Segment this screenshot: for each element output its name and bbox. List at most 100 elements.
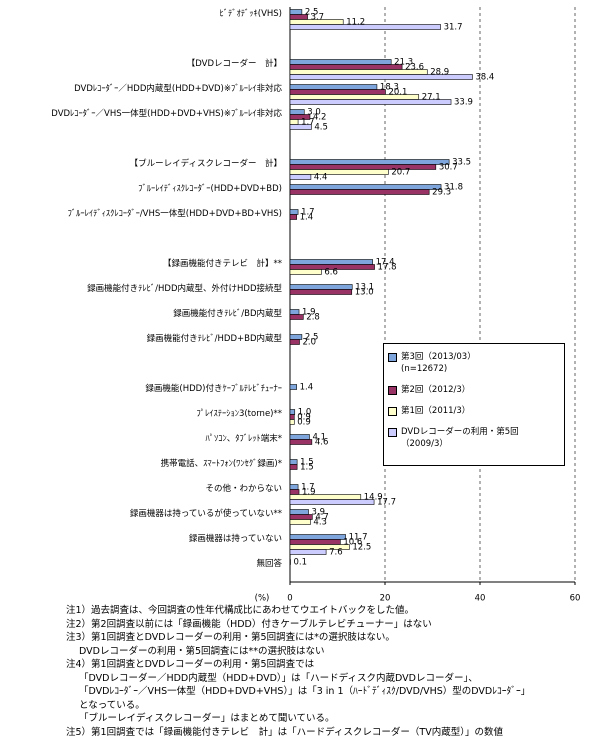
- category-label: ﾌﾟﾚｲｽﾃｰｼｮﾝ3(torne)**: [196, 409, 282, 419]
- value-label: 12.5: [352, 543, 371, 553]
- category-label: ﾊﾟｿｺﾝ、ﾀﾌﾞﾚｯﾄ端末*: [205, 433, 282, 444]
- bar: [289, 159, 450, 165]
- bar: [289, 64, 403, 70]
- bar: [289, 499, 375, 505]
- legend-swatch: [388, 428, 397, 437]
- value-label: 1.9: [302, 308, 316, 318]
- legend-text-group: 第2回（2012/3）: [401, 384, 470, 396]
- category-label: 録画機能(HDD)付きｹｰﾌﾞﾙﾃﾚﾋﾞﾁｭｰﾅｰ: [145, 383, 282, 394]
- value-label: 17.8: [378, 263, 397, 273]
- category-label: 【DVDレコーダー 計】: [187, 58, 282, 69]
- bar: [289, 284, 353, 290]
- value-label: 18.3: [380, 83, 399, 93]
- bar: [289, 549, 327, 555]
- category-label: その他・わからない: [205, 483, 282, 494]
- bar: [289, 489, 300, 495]
- bar: [289, 309, 300, 315]
- category-label: 録画機能付きﾃﾚﾋﾞ/BD内蔵型: [173, 308, 282, 319]
- bar: [289, 14, 308, 20]
- category-label: ﾋﾞﾃﾞｵﾃﾞｯｷ(VHS): [220, 9, 283, 19]
- legend-text-group: DVDレコーダーの利用・第5回（2009/3）: [401, 426, 560, 450]
- legend-swatch: [388, 407, 397, 416]
- value-label: 7.6: [329, 548, 343, 558]
- bar: [289, 9, 303, 15]
- value-label: 33.9: [454, 98, 473, 108]
- bar: [289, 19, 344, 25]
- category-label: DVDﾚｺｰﾀﾞｰ／VHS一体型(HDD+DVD+VHS)※ﾌﾞﾙｰﾚｲ非対応: [51, 108, 282, 119]
- bar: [289, 89, 386, 95]
- category-label: DVDﾚｺｰﾀﾞｰ／HDD内蔵型(HDD+DVD)※ﾌﾞﾙｰﾚｲ非対応: [74, 83, 282, 94]
- value-label: 28.9: [430, 68, 449, 78]
- legend-item: 第2回（2012/3）: [388, 384, 560, 396]
- legend-text-group: 第1回（2011/3）: [401, 405, 470, 417]
- legend-item: 第1回（2011/3）: [388, 405, 560, 417]
- bar: [289, 169, 389, 175]
- bar: [289, 84, 378, 90]
- bar: [289, 174, 312, 180]
- value-label: 31.8: [444, 183, 463, 193]
- value-label: 1.0: [298, 408, 312, 418]
- value-label: 23.6: [405, 63, 424, 73]
- bar: [289, 509, 309, 515]
- x-axis-label: (%): [255, 594, 270, 603]
- value-label: 10.6: [343, 538, 362, 548]
- legend-item: 第3回（2013/03） (n=12672): [388, 351, 560, 375]
- bar: [289, 539, 341, 545]
- value-label: 13.0: [355, 288, 374, 298]
- value-label: 4.1: [312, 433, 326, 443]
- category-label: 【ブルーレイディスクレコーダー 計】: [130, 158, 282, 169]
- bar: [289, 439, 313, 445]
- legend-swatch: [388, 386, 397, 395]
- value-label: 29.3: [432, 188, 451, 198]
- bar: [289, 419, 295, 425]
- value-label: 2.5: [305, 333, 319, 343]
- bar: [289, 189, 430, 195]
- bar: [289, 384, 297, 390]
- bar: [289, 214, 297, 220]
- note-line: となっている。: [79, 699, 145, 711]
- value-label: 6.6: [324, 268, 338, 278]
- value-label: 1.4: [300, 383, 314, 393]
- legend-label: 第1回（2011/3）: [401, 406, 471, 416]
- bar: [289, 289, 353, 295]
- bar: [289, 484, 299, 490]
- value-label: 11.2: [346, 18, 365, 28]
- x-tick-label: 40: [475, 594, 486, 603]
- note-line: 注1）過去調査は、今回調査の性年代構成比にあわせてウエイトバックをした値。: [66, 605, 415, 616]
- note-line: 注5）第1回調査では「録画機能付きテレビ 計」は「ハードディスクレコーダー（TV…: [66, 726, 503, 738]
- value-label: 2.0: [303, 338, 317, 348]
- category-label: 録画機器は持っているが使っていない**: [130, 508, 282, 519]
- value-label: 3.7: [311, 13, 325, 23]
- bar: [289, 334, 303, 340]
- value-label: 3.9: [312, 508, 326, 518]
- bar: [289, 409, 296, 415]
- note-line: 注2）第2回調査以前には「録画機能（HDD）付きケーブルテレビチューナー」はない: [66, 618, 432, 630]
- value-label: 1.5: [300, 463, 314, 473]
- value-label: 21.3: [394, 58, 413, 68]
- category-label: 【録画機能付きテレビ 計】**: [163, 258, 282, 269]
- bar: [289, 94, 420, 100]
- note-line: 「ブルーレイディスクレコーダー」はまとめて聞いている。: [79, 713, 335, 724]
- category-label: 録画機能付きﾃﾚﾋﾞ/HDD+BD内蔵型: [147, 333, 283, 344]
- value-label: 1.5: [300, 458, 314, 468]
- value-label: 2.8: [306, 313, 320, 323]
- value-label: 14.9: [364, 493, 383, 503]
- legend-label: 第2回（2012/3）: [401, 385, 471, 395]
- value-label: 11.7: [349, 533, 368, 543]
- legend-text-group: 第3回（2013/03） (n=12672): [401, 351, 476, 375]
- category-label: 携帯電話、ｽﾏｰﾄﾌｫﾝ(ﾜﾝｾｸﾞ録画)*: [161, 458, 282, 469]
- value-label: 27.1: [422, 93, 441, 103]
- bar: [289, 164, 437, 170]
- value-label: 31.7: [444, 23, 463, 33]
- bar: [289, 459, 298, 465]
- bar: [289, 24, 441, 30]
- legend-item: DVDレコーダーの利用・第5回（2009/3）: [388, 426, 560, 450]
- bar: [289, 464, 298, 470]
- bar: [289, 59, 392, 65]
- notes: 注1）過去調査は、今回調査の性年代構成比にあわせてウエイトバックをした値。注2）…: [66, 604, 530, 739]
- x-tick-label: 20: [380, 594, 391, 603]
- bar: [289, 414, 295, 420]
- bar: [289, 339, 300, 345]
